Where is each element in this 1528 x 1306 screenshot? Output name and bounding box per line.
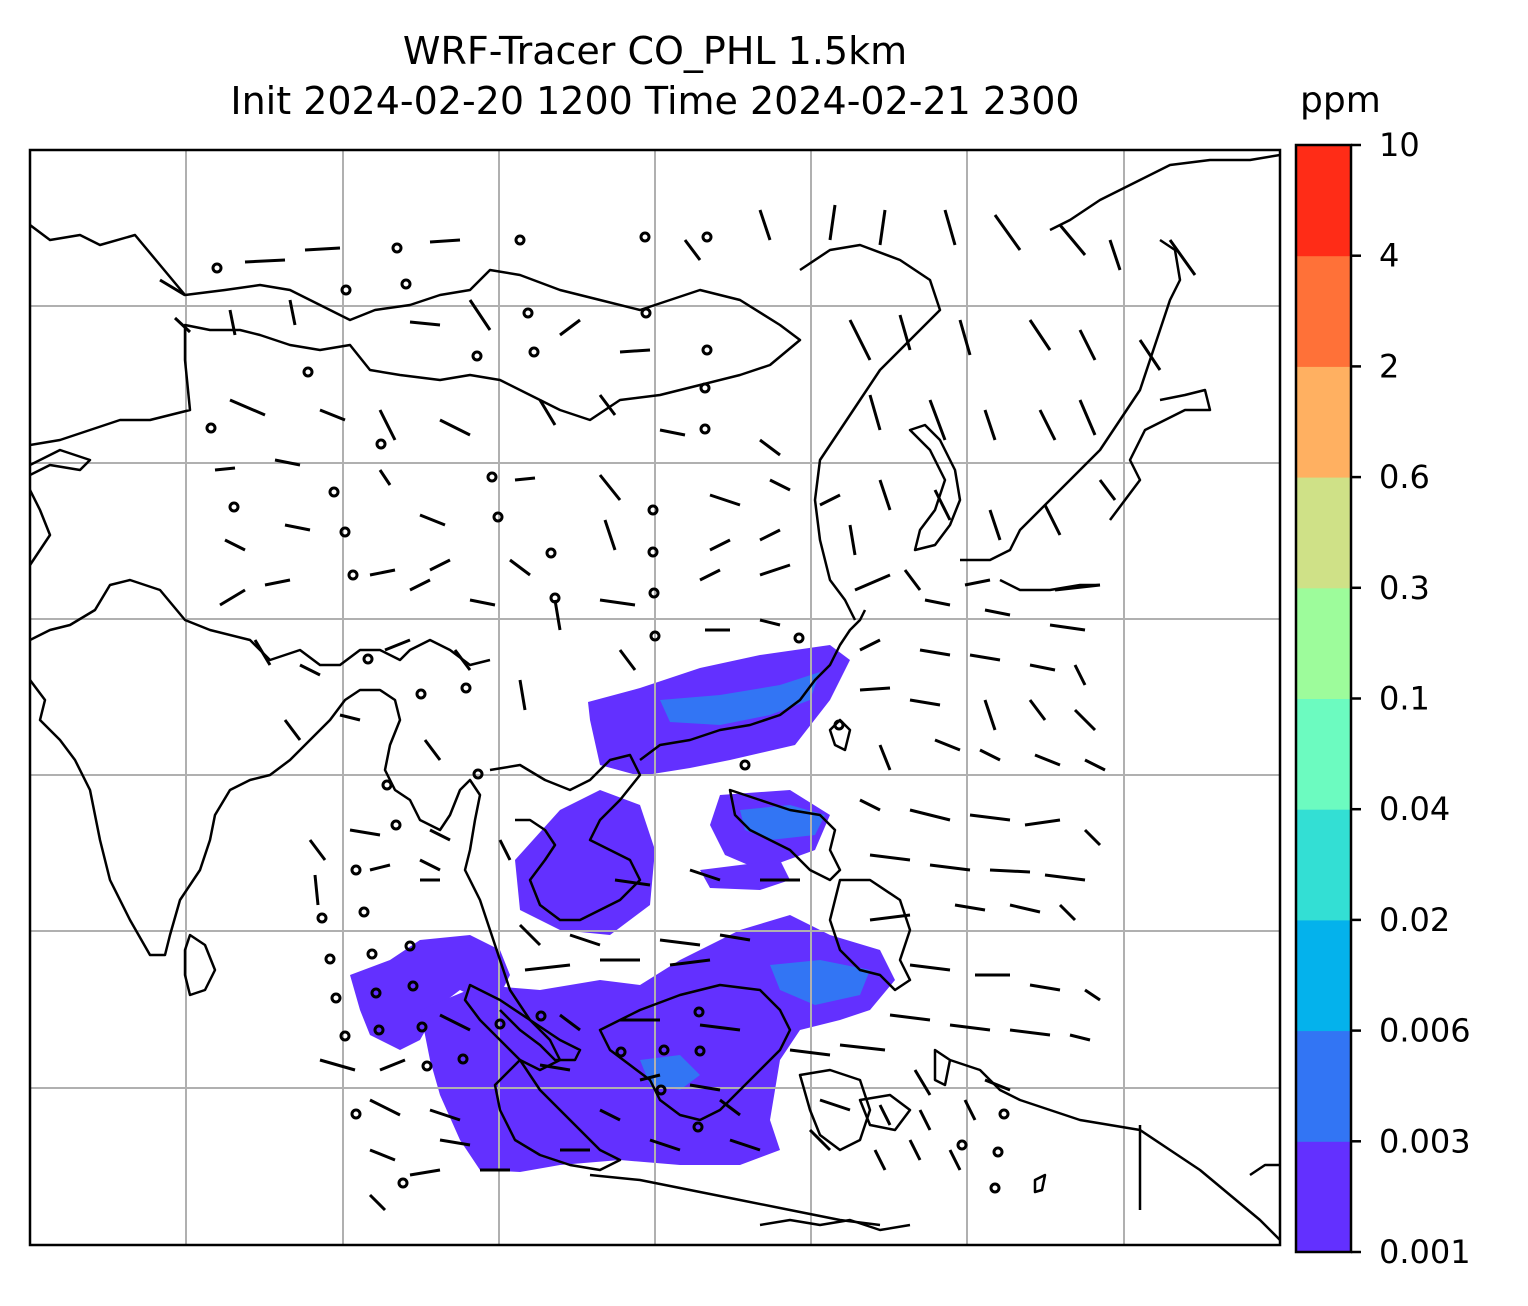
gridlines [30, 150, 1280, 1245]
colorbar-tick-label: 4 [1379, 237, 1399, 275]
coastlines [30, 153, 1280, 1241]
colorbar-segment [1296, 366, 1351, 478]
colorbar: 0.001 0.003 0.006 0.02 0.04 0.1 0.3 0.6 2 4 10 [1294, 126, 1471, 1271]
map-frame [28, 148, 1282, 1247]
colorbar-tick-label: 0.04 [1379, 790, 1450, 828]
calm-markers [205, 231, 1010, 1194]
colorbar-tick-label: 10 [1379, 126, 1420, 164]
colorbar-segment [1296, 477, 1351, 589]
colorbar-tick-label: 0.001 [1379, 1233, 1471, 1271]
colorbar-segment [1296, 698, 1351, 810]
colorbar-tick-label: 0.6 [1379, 458, 1430, 496]
colorbar-segment [1296, 919, 1351, 1032]
colorbar-segment [1296, 255, 1351, 367]
colorbar-tick-label: 0.02 [1379, 901, 1450, 939]
colorbar-segment [1296, 145, 1351, 257]
colorbar-segment [1296, 809, 1351, 921]
title-line-2: Init 2024-02-20 1200 Time 2024-02-21 230… [230, 79, 1080, 123]
colorbar-tick-label: 0.3 [1379, 569, 1430, 607]
colorbar-unit-label: ppm [1300, 80, 1381, 121]
colorbar-tick-label: 0.003 [1379, 1122, 1471, 1160]
colorbar-segment [1296, 1141, 1351, 1253]
colorbar-tick-label: 0.006 [1379, 1012, 1471, 1050]
map-title: WRF-Tracer CO_PHL 1.5km Init 2024-02-20 … [30, 26, 1280, 126]
tracer-plume [350, 645, 895, 1172]
colorbar-segment [1296, 1030, 1351, 1142]
colorbar-tick-label: 0.1 [1379, 680, 1430, 718]
wind-barbs [159, 204, 1197, 1212]
colorbar-tick-label: 2 [1379, 347, 1399, 385]
colorbar-segment [1296, 587, 1351, 699]
title-line-1: WRF-Tracer CO_PHL 1.5km [402, 29, 908, 73]
